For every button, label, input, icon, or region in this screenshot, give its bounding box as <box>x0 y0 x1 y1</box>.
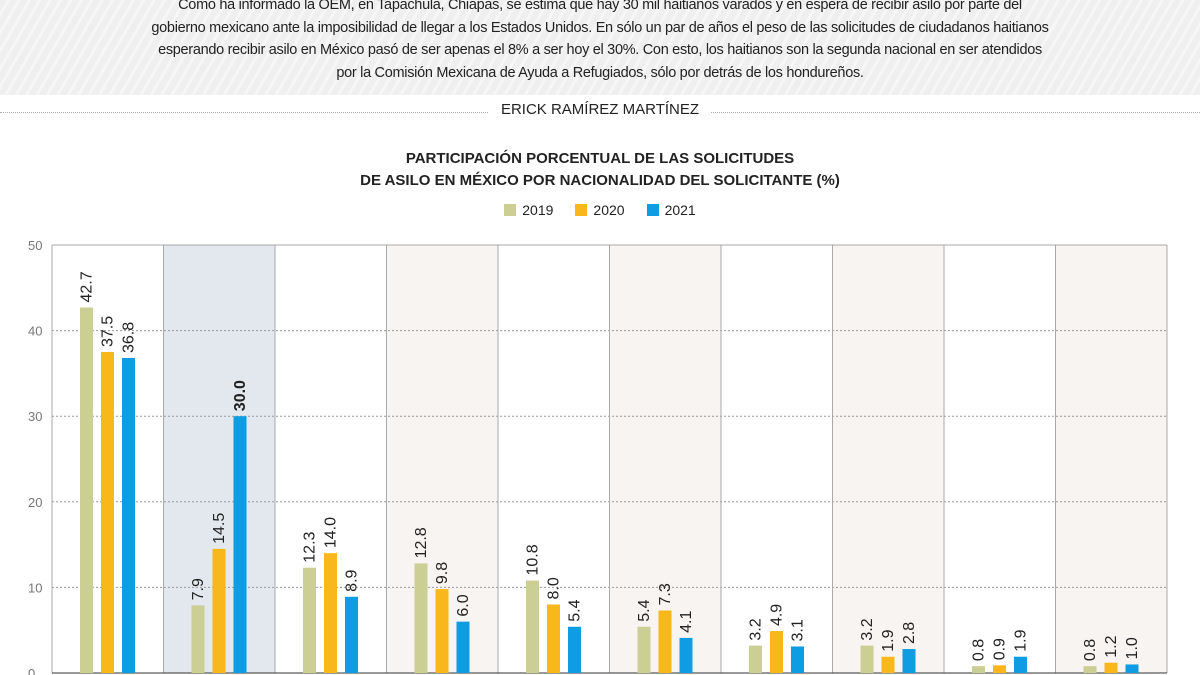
bar-2020 <box>547 604 560 673</box>
bar-2019 <box>972 666 985 673</box>
bar-2020 <box>1104 662 1118 673</box>
bar-2019 <box>191 605 205 673</box>
intro-panel: Como ha informado la OEM, en Tapachula, … <box>0 0 1200 95</box>
y-tick-label: 50 <box>28 238 42 253</box>
y-tick-label: 0 <box>28 666 35 675</box>
data-label: 8.9 <box>344 569 361 591</box>
data-label: 36.8 <box>121 322 138 353</box>
data-label: 4.9 <box>769 604 786 626</box>
data-label: 1.9 <box>880 629 897 651</box>
group-background <box>944 245 1056 673</box>
author-name: ERICK RAMÍREZ MARTÍNEZ <box>488 101 712 118</box>
data-label: 14.0 <box>323 517 340 548</box>
data-label: 0.8 <box>971 639 988 661</box>
group-background <box>609 245 721 673</box>
bar-2021 <box>122 357 135 673</box>
data-label: 9.8 <box>434 562 451 584</box>
y-tick-label: 30 <box>28 409 42 424</box>
data-label: 3.2 <box>859 618 876 640</box>
data-label: 1.2 <box>1103 635 1120 657</box>
bar-2020 <box>881 656 895 673</box>
bar-2021 <box>1014 656 1027 673</box>
bar-2020 <box>212 548 226 673</box>
data-label: 7.9 <box>190 578 207 600</box>
bar-2021 <box>1125 664 1139 673</box>
legend-swatch <box>646 204 659 216</box>
legend: 2019 2020 2021 <box>0 202 1200 218</box>
data-label: 3.1 <box>790 619 807 641</box>
bar-2019 <box>749 645 762 673</box>
data-label: 0.8 <box>1082 639 1099 661</box>
bar-2021 <box>791 646 804 673</box>
bar-2019 <box>414 563 428 673</box>
legend-label: 2019 <box>522 202 554 218</box>
data-label: 4.1 <box>678 611 695 633</box>
legend-label: 2020 <box>593 202 625 218</box>
legend-swatch <box>575 204 588 216</box>
bar-2020 <box>324 553 337 673</box>
bar-2021 <box>456 621 470 673</box>
bar-2020 <box>435 589 449 673</box>
data-label: 8.0 <box>546 577 563 599</box>
bar-2019 <box>526 580 539 673</box>
y-tick-label: 20 <box>28 495 42 510</box>
data-label: 6.0 <box>455 594 472 616</box>
chart-title: PARTICIPACIÓN PORCENTUAL DE LAS SOLICITU… <box>0 148 1200 192</box>
legend-item: 2020 <box>575 202 625 218</box>
data-label: 2.8 <box>901 622 918 644</box>
legend-label: 2021 <box>664 202 696 218</box>
bar-2021 <box>233 416 247 673</box>
data-label: 3.2 <box>748 618 765 640</box>
bar-2019 <box>303 567 316 673</box>
title-line-1: PARTICIPACIÓN PORCENTUAL DE LAS SOLICITU… <box>405 150 795 167</box>
y-tick-label: 40 <box>28 324 42 339</box>
data-label: 10.8 <box>525 544 542 575</box>
bar-2019 <box>637 626 651 673</box>
bar-2019 <box>80 307 93 673</box>
legend-item: 2019 <box>504 202 553 218</box>
legend-swatch <box>504 204 517 216</box>
data-label: 37.5 <box>100 316 117 347</box>
group-background <box>721 245 833 673</box>
data-label: 12.8 <box>413 527 430 558</box>
bar-2020 <box>770 631 783 673</box>
data-label: 1.0 <box>1124 637 1141 659</box>
data-label: 12.3 <box>302 531 319 562</box>
bar-2021 <box>679 637 693 673</box>
data-label: 14.5 <box>211 513 228 544</box>
group-background <box>1055 245 1167 673</box>
data-label: 5.4 <box>636 599 653 621</box>
data-label: 30.0 <box>232 380 249 411</box>
y-tick-label: 10 <box>28 580 42 595</box>
bar-2019 <box>860 645 874 673</box>
bar-2019 <box>1083 666 1097 673</box>
data-label: 5.4 <box>567 599 584 621</box>
group-background <box>498 245 610 673</box>
legend-item: 2021 <box>646 202 696 218</box>
data-label: 42.7 <box>79 271 96 302</box>
bar-2020 <box>993 665 1006 673</box>
data-label: 7.3 <box>657 583 674 605</box>
bar-2020 <box>658 610 672 673</box>
data-label: 0.9 <box>992 638 1009 660</box>
data-label: 1.9 <box>1013 629 1030 651</box>
bar-2020 <box>101 352 114 673</box>
intro-text: Como ha informado la OEM, en Tapachula, … <box>151 0 1049 81</box>
bar-2021 <box>345 596 358 673</box>
bar-2021 <box>902 649 916 673</box>
bar-2021 <box>568 626 581 673</box>
title-line-2: DE ASILO EN MÉXICO POR NACIONALIDAD DEL … <box>360 172 840 189</box>
group-background <box>832 245 944 673</box>
